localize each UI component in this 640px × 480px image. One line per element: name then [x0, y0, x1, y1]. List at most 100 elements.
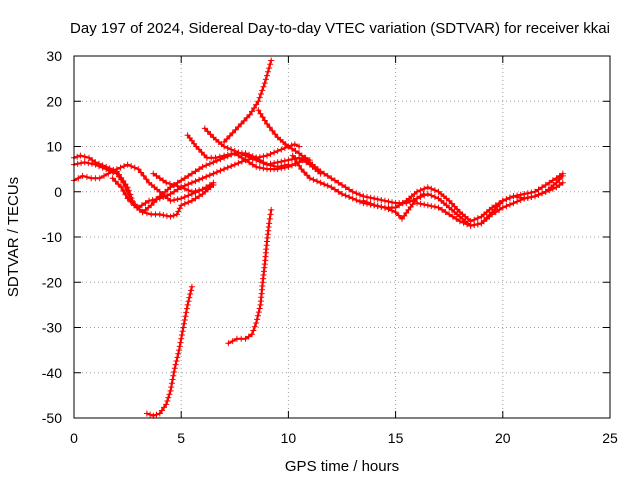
- data-point-marker: [174, 183, 181, 190]
- data-point-marker: [187, 291, 194, 297]
- data-point-marker: [331, 186, 338, 193]
- data-point-marker: [296, 162, 303, 169]
- data-point-marker: [559, 172, 566, 179]
- data-point-marker: [138, 202, 145, 209]
- data-point-marker: [257, 110, 264, 117]
- data-point-marker: [89, 157, 96, 164]
- data-point-marker: [431, 187, 438, 194]
- data-point-marker: [212, 154, 219, 161]
- data-point-marker: [120, 188, 127, 194]
- data-point-marker: [153, 196, 160, 203]
- data-point-marker: [292, 148, 299, 154]
- data-point-marker: [266, 124, 273, 131]
- y-tick-label: 0: [54, 184, 62, 200]
- data-point-marker: [167, 387, 174, 394]
- data-point-marker: [210, 182, 217, 188]
- data-point-marker: [242, 335, 249, 342]
- x-axis-label: GPS time / hours: [285, 458, 399, 475]
- data-point-marker: [170, 372, 177, 379]
- data-point-marker: [271, 160, 278, 167]
- data-point-marker: [178, 195, 185, 202]
- data-point-marker: [188, 188, 195, 195]
- data-point-marker: [264, 120, 270, 127]
- data-point-marker: [178, 202, 185, 209]
- data-point-marker: [249, 331, 255, 338]
- data-point-marker: [424, 184, 431, 191]
- data-point-marker: [250, 327, 257, 334]
- data-point-marker: [109, 175, 116, 182]
- data-point-marker: [374, 196, 381, 203]
- data-point-marker: [396, 202, 403, 209]
- data-point-marker: [253, 163, 260, 170]
- data-point-marker: [267, 151, 274, 157]
- data-point-marker: [140, 172, 147, 179]
- data-point-marker: [175, 350, 182, 357]
- data-point-marker: [115, 181, 122, 188]
- data-point-marker: [289, 145, 295, 152]
- data-point-marker: [514, 194, 521, 200]
- data-point-marker: [228, 146, 235, 153]
- data-point-marker: [147, 411, 154, 418]
- data-point-marker: [521, 195, 528, 202]
- data-point-marker: [424, 191, 431, 197]
- data-point-marker: [395, 212, 402, 219]
- data-point-marker: [539, 184, 546, 191]
- data-point-marker: [181, 200, 188, 207]
- data-point-marker: [249, 108, 255, 115]
- data-point-marker: [428, 185, 435, 192]
- data-point-marker: [228, 163, 235, 170]
- data-point-marker: [176, 205, 183, 212]
- data-point-marker: [385, 198, 392, 205]
- data-point-marker: [135, 166, 142, 173]
- data-point-marker: [201, 125, 208, 132]
- data-point-marker: [174, 354, 181, 361]
- data-point-marker: [186, 294, 193, 301]
- data-point-marker: [125, 187, 132, 194]
- data-point-marker: [256, 164, 263, 171]
- data-point-marker: [251, 105, 258, 111]
- data-point-marker: [414, 188, 420, 195]
- data-point-marker: [160, 177, 166, 184]
- data-point-marker: [116, 171, 122, 178]
- series-track-13: [143, 283, 195, 419]
- data-point-marker: [185, 187, 192, 194]
- data-point-marker: [217, 167, 224, 174]
- data-point-marker: [235, 149, 242, 156]
- data-point-marker: [532, 193, 538, 200]
- data-point-marker: [174, 196, 181, 203]
- data-point-marker: [356, 191, 363, 198]
- data-point-marker: [256, 305, 263, 312]
- data-point-marker: [185, 172, 192, 179]
- data-point-marker: [203, 162, 210, 169]
- data-point-marker: [225, 340, 232, 347]
- data-point-marker: [553, 179, 560, 186]
- data-point-marker: [304, 172, 310, 179]
- data-point-marker: [176, 347, 183, 354]
- data-point-marker: [331, 177, 338, 184]
- y-tick-label: -20: [42, 274, 62, 290]
- data-point-marker: [474, 215, 481, 222]
- data-point-marker: [77, 152, 84, 159]
- data-point-marker: [178, 332, 185, 338]
- data-point-marker: [177, 339, 184, 346]
- data-point-marker: [167, 191, 174, 197]
- data-point-marker: [150, 170, 157, 177]
- data-point-marker: [122, 181, 129, 188]
- data-point-marker: [253, 101, 260, 108]
- data-point-marker: [339, 182, 345, 188]
- data-point-marker: [342, 184, 349, 191]
- data-point-marker: [281, 164, 288, 171]
- data-point-marker: [206, 183, 213, 190]
- data-point-marker: [246, 154, 253, 161]
- data-point-marker: [148, 202, 155, 209]
- data-point-marker: [139, 209, 146, 216]
- data-point-marker: [171, 188, 178, 195]
- data-point-marker: [184, 301, 191, 308]
- series-line: [203, 127, 322, 175]
- data-point-marker: [266, 215, 273, 222]
- series-line: [227, 208, 273, 345]
- series-line: [223, 59, 273, 144]
- data-point-marker: [101, 172, 107, 179]
- data-point-marker: [96, 160, 102, 167]
- data-point-marker: [317, 168, 324, 175]
